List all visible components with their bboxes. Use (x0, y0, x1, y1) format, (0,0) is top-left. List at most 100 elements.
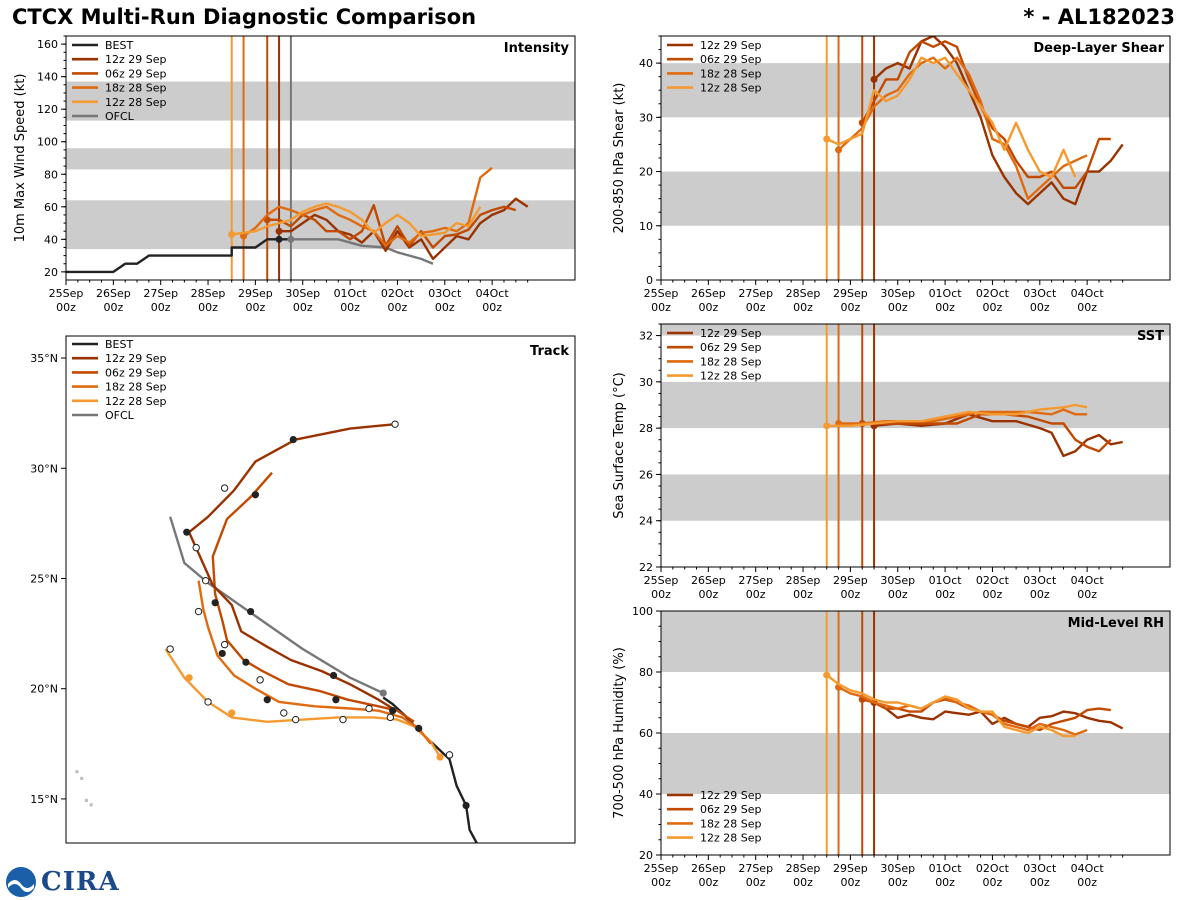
y-tick-label: 160 (37, 38, 58, 51)
track-point (218, 649, 226, 658)
track-point (247, 607, 255, 616)
track-point (251, 491, 259, 499)
series-line (826, 56, 1077, 179)
track-point (462, 801, 470, 810)
data-point (275, 235, 283, 243)
legend-label: 18z 28 Sep (105, 82, 167, 95)
legend-label: 18z 28 Sep (700, 355, 762, 368)
category-band (661, 474, 1170, 521)
x-tick-label: 00z (746, 301, 766, 314)
panel-title: Mid-Level RH (1068, 616, 1164, 631)
x-tick-label: 00z (983, 876, 1003, 889)
y-tick-label: 20 (639, 166, 653, 179)
x-tick-label: 00z (935, 301, 955, 314)
track-point-hollow (339, 715, 347, 724)
x-tick-label: 00z (340, 301, 360, 314)
x-tick-label: 25Sep (644, 862, 679, 875)
x-tick-label: 02Oct (976, 287, 1010, 300)
track-line (187, 423, 396, 710)
x-tick-label: 27Sep (738, 574, 773, 587)
x-tick-label: 01Oct (929, 574, 963, 587)
y-tick-label: 28 (639, 422, 653, 435)
category-band (661, 63, 1170, 118)
track-point-hollow (166, 645, 174, 653)
x-tick-label: 27Sep (738, 862, 773, 875)
series-line (873, 413, 1123, 458)
category-band (661, 171, 1170, 226)
x-tick-label: 02Oct (381, 287, 415, 300)
track-point-hollow (445, 751, 454, 759)
island (84, 798, 88, 802)
x-tick-label: 00z (746, 876, 766, 889)
lat-tick-label: 30°N (30, 462, 58, 475)
x-tick-label: 02Oct (976, 574, 1010, 587)
track-point-hollow (220, 484, 229, 492)
shear-panel: 01020304025Sep00z26Sep00z27Sep00z28Sep00… (612, 35, 1171, 314)
track-point (183, 528, 191, 536)
x-tick-label: 00z (698, 876, 718, 889)
legend-label: 18z 28 Sep (700, 67, 762, 80)
x-tick-label: 04Oct (1071, 574, 1105, 587)
x-tick-label: 00z (841, 876, 861, 889)
series-line (825, 674, 1076, 738)
legend-label: 06z 29 Sep (105, 67, 167, 80)
series-line (267, 203, 517, 249)
x-tick-label: 29Sep (833, 862, 868, 875)
x-tick-label: 28Sep (786, 287, 821, 300)
x-tick-label: 26Sep (96, 287, 131, 300)
x-tick-label: 01Oct (929, 862, 963, 875)
x-tick-label: 00z (482, 301, 502, 314)
y-tick-label: 80 (44, 168, 58, 181)
track-line (169, 516, 384, 695)
track-point (379, 689, 387, 697)
y-tick-label: 40 (44, 233, 58, 246)
x-tick-label: 28Sep (786, 862, 821, 875)
panel-title: Intensity (504, 41, 570, 56)
x-tick-label: 30Sep (880, 574, 915, 587)
legend-label: 06z 29 Sep (700, 341, 762, 354)
lat-tick-label: 20°N (30, 683, 58, 696)
series-line (873, 36, 1124, 206)
y-tick-label: 60 (639, 727, 653, 740)
sst-panel: 22242628303225Sep00z26Sep00z27Sep00z28Se… (612, 323, 1171, 601)
track-point (436, 753, 444, 761)
island (80, 776, 84, 780)
plot-area (661, 611, 1170, 855)
x-tick-label: 02Oct (976, 862, 1010, 875)
y-tick-label: 100 (37, 136, 58, 149)
logo-text: CIRA (41, 867, 120, 897)
cira-logo: CIRA (5, 866, 120, 898)
x-tick-label: 28Sep (191, 287, 226, 300)
track-point (289, 436, 297, 444)
legend-label: OFCL (105, 409, 135, 422)
y-tick-label: 32 (639, 330, 653, 343)
track-point-hollow (256, 676, 264, 684)
y-tick-label: 24 (639, 515, 653, 528)
x-tick-label: 00z (388, 301, 408, 314)
data-point (287, 235, 295, 243)
x-tick-label: 25Sep (49, 287, 84, 300)
plot-area (66, 36, 575, 280)
series-line (838, 686, 1088, 736)
data-point (823, 671, 831, 679)
track-point-hollow (291, 715, 300, 724)
track-point (332, 696, 340, 704)
panel-title: SST (1137, 329, 1164, 344)
y-tick-label: 10 (639, 220, 653, 233)
rh-panel: 2040608010025Sep00z26Sep00z27Sep00z28Sep… (612, 605, 1171, 889)
legend-label: OFCL (105, 110, 135, 123)
track-point-hollow (280, 709, 288, 717)
legend-label: 12z 29 Sep (105, 352, 167, 365)
legend-label: 12z 28 Sep (700, 82, 762, 95)
category-band (661, 733, 1170, 794)
data-point (870, 75, 878, 83)
series-line (826, 403, 1088, 427)
x-tick-label: 00z (793, 588, 813, 601)
axes-frame (660, 323, 1171, 568)
legend-label: BEST (105, 39, 133, 52)
x-tick-label: 29Sep (833, 287, 868, 300)
x-tick-label: 00z (983, 301, 1003, 314)
data-point (823, 422, 831, 430)
x-tick-label: 03Oct (428, 287, 462, 300)
series-line (837, 56, 1088, 200)
